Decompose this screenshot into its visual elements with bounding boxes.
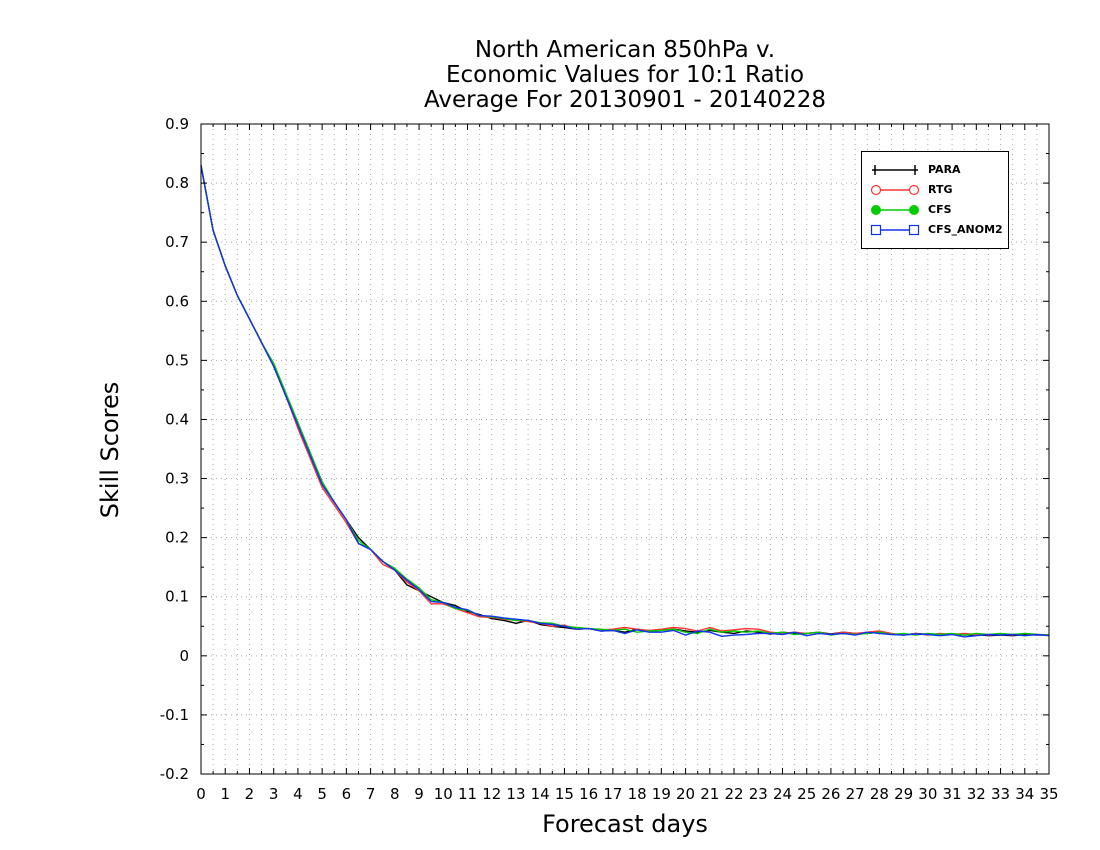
legend-plus-marker-icon xyxy=(872,165,918,175)
y-tick-label: 0.9 xyxy=(165,115,189,133)
legend-item-para: PARA xyxy=(870,160,1010,180)
x-tick-label: 23 xyxy=(749,785,768,803)
x-tick-label: 15 xyxy=(555,785,574,803)
x-tick-label: 2 xyxy=(245,785,255,803)
legend-item-cfs-anom2: CFS_ANOM2 xyxy=(870,220,1010,240)
legend-square-marker-icon xyxy=(870,224,920,236)
x-tick-label: 1 xyxy=(220,785,230,803)
x-tick-label: 25 xyxy=(797,785,816,803)
x-tick-label: 0 xyxy=(196,785,206,803)
x-tick-label: 21 xyxy=(700,785,719,803)
x-tick-label: 28 xyxy=(870,785,889,803)
y-tick-label: -0.2 xyxy=(160,765,189,783)
legend-item-cfs: CFS xyxy=(870,200,1010,220)
x-tick-label: 11 xyxy=(458,785,477,803)
y-tick-label: 0.5 xyxy=(165,351,189,369)
x-tick-label: 35 xyxy=(1039,785,1058,803)
legend-dot-marker-icon xyxy=(871,205,919,215)
legend-label-cfs-anom2: CFS_ANOM2 xyxy=(928,223,1003,236)
legend-label-para: PARA xyxy=(928,163,961,176)
x-tick-label: 5 xyxy=(317,785,327,803)
series-line-cfs-anom2 xyxy=(200,165,1050,638)
x-axis-label: Forecast days xyxy=(542,810,708,838)
x-tick-label: 18 xyxy=(628,785,647,803)
chart-title-line-3: Average For 20130901 - 20140228 xyxy=(423,87,827,113)
x-tick-label: 19 xyxy=(652,785,671,803)
legend-label-cfs: CFS xyxy=(928,203,952,216)
x-tick-label: 7 xyxy=(366,785,376,803)
grid-lines xyxy=(201,123,1049,775)
y-tick-label: 0.1 xyxy=(165,588,189,606)
x-tick-label: 20 xyxy=(676,785,695,803)
x-tick-label: 26 xyxy=(821,785,840,803)
legend-circle-marker-icon xyxy=(870,184,920,196)
chart-title-line-1: North American 850hPa v. xyxy=(474,37,776,63)
x-tick-label: 29 xyxy=(894,785,913,803)
x-tick-label: 34 xyxy=(1015,785,1034,803)
y-tick-label: -0.1 xyxy=(160,706,189,724)
x-tick-label: 8 xyxy=(390,785,400,803)
legend-item-rtg: RTG xyxy=(870,180,1010,200)
x-tick-label: 10 xyxy=(434,785,453,803)
x-tick-label: 17 xyxy=(603,785,622,803)
x-tick-label: 31 xyxy=(943,785,962,803)
x-tick-label: 32 xyxy=(967,785,986,803)
x-tick-label: 22 xyxy=(724,785,743,803)
y-tick-label: 0.6 xyxy=(165,292,189,310)
x-tick-label: 14 xyxy=(531,785,550,803)
chart-title-line-2: Economic Values for 10:1 Ratio xyxy=(445,62,805,88)
x-tick-label: 13 xyxy=(506,785,525,803)
legend-label-rtg: RTG xyxy=(928,183,953,196)
x-tick-label: 4 xyxy=(293,785,303,803)
y-tick-label: 0.4 xyxy=(165,410,189,428)
legend: PARA RTG CFS CFS_ANOM2 xyxy=(861,151,1009,249)
y-axis-label: Skill Scores xyxy=(96,381,124,519)
y-tick-label: 0 xyxy=(179,647,189,665)
axis-ticks: -0.2-0.100.10.20.30.40.50.60.70.80.90 1 2 3… xyxy=(160,115,1059,803)
x-tick-label: 33 xyxy=(991,785,1010,803)
y-tick-label: 0.7 xyxy=(165,233,189,251)
x-tick-label: 16 xyxy=(579,785,598,803)
x-tick-label: 12 xyxy=(482,785,501,803)
x-tick-label: 24 xyxy=(773,785,792,803)
y-tick-label: 0.8 xyxy=(165,174,189,192)
x-tick-label: 9 xyxy=(414,785,424,803)
series-layer xyxy=(200,165,1050,638)
x-tick-label: 27 xyxy=(846,785,865,803)
x-tick-label: 30 xyxy=(918,785,937,803)
x-tick-label: 3 xyxy=(269,785,279,803)
x-tick-label: 6 xyxy=(342,785,352,803)
y-tick-label: 0.3 xyxy=(165,470,189,488)
y-tick-label: 0.2 xyxy=(165,529,189,547)
